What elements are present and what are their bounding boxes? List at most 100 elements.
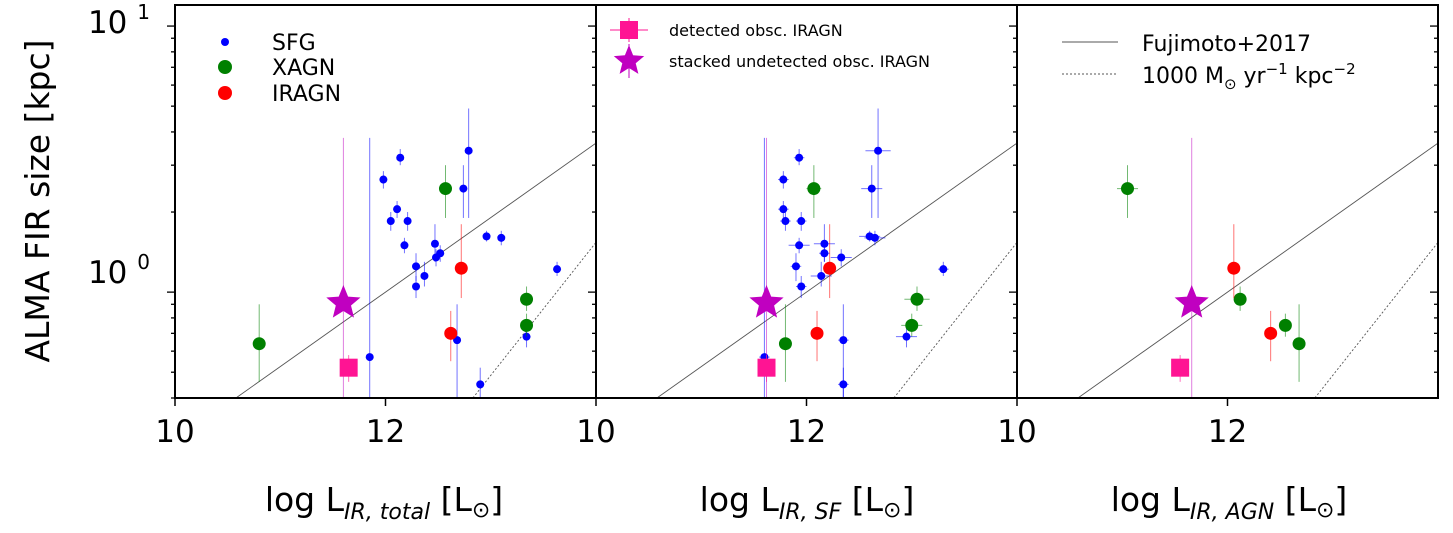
axes-frame [174,4,597,399]
legend-marker-sfg [221,38,229,46]
panel-total: 10 12 [155,4,597,450]
sfr-density-relation-line [893,242,1017,398]
detected-iragn-square [339,358,358,377]
plot-area [1077,137,1438,398]
x-tick-label: 10 [155,414,194,450]
sfg-point [839,380,848,389]
iragn-point [810,326,824,340]
sfg-point [820,239,829,248]
sfg-point [902,332,911,341]
x-axis-label-sf: log LIR, SF [L⊙] [700,480,915,525]
xagn-point [1292,337,1306,351]
y-tick-base: 10 [88,5,127,41]
sfg-point [781,217,790,226]
xagn-point [807,182,821,196]
xagn-point [1121,182,1135,196]
legend-marker-detected-square [620,21,638,39]
sfg-point [403,217,412,226]
x-tick-label: 10 [997,414,1036,450]
sfg-point [393,205,402,214]
detected-iragn-square [1171,358,1190,377]
sfg-point [420,271,429,280]
x-tick-label: 12 [1208,414,1247,450]
xagn-point [252,337,266,351]
sfg-point [412,282,421,291]
y-tick-label-1: 10 0 [88,250,150,291]
x-tick-label: 10 [576,414,615,450]
panel-agn: 10 12 [997,4,1439,450]
x-tick-label: 12 [366,414,405,450]
legend-label-fujimoto: Fujimoto+2017 [1142,32,1311,57]
y-tick-exponent: 1 [137,0,150,24]
xagn-point [910,292,924,306]
svg-text:10 0: 10 0 [88,250,150,291]
plot-area [235,108,596,398]
sfg-point [791,262,800,271]
plot-area [656,108,1017,398]
legend-panel-total: SFG XAGN IRAGN [218,31,341,107]
sfr-density-relation-line [1314,242,1438,398]
stacked-iragn-star [1174,285,1209,318]
sfg-point [797,282,806,291]
sfg-point [553,265,562,274]
sfg-point [874,146,883,155]
xagn-point [520,318,534,332]
sfg-point [867,184,876,193]
stacked-iragn-star [749,285,784,318]
iragn-point [1227,261,1241,275]
sfg-point [482,232,491,241]
legend-label-stacked: stacked undetected obsc. IRAGN [669,52,930,71]
xagn-point [778,337,792,351]
x-axis-label-agn: log LIR, AGN [L⊙] [1111,480,1348,525]
sfg-point [459,184,468,193]
sfg-point [430,239,439,248]
sfg-point [476,380,485,389]
stacked-iragn-star [326,285,361,318]
sfg-point [820,249,829,258]
legend-panel-agn: Fujimoto+2017 1000 M⊙ yr−1 kpc−2 [1062,32,1356,93]
sfg-point [837,253,846,262]
xagn-point [520,292,534,306]
x-axis-label-total: log LIR, total [L⊙] [265,480,503,525]
sfg-point [779,205,788,214]
axes-frame [1016,4,1439,399]
sfg-point [365,353,374,362]
y-axis-label: ALMA FIR size [kpc] [18,39,57,362]
fujimoto-relation-line [235,142,596,398]
y-tick-base: 10 [88,255,127,291]
sfr-density-relation-line [472,242,596,398]
detected-iragn-square [757,358,776,377]
sfg-point [464,146,473,155]
legend-label-density: 1000 M⊙ yr−1 kpc−2 [1142,60,1356,93]
sfg-point [396,153,405,162]
xagn-point [1278,318,1292,332]
sfg-point [412,262,421,271]
sfg-point [795,241,804,250]
svg-text:10 1: 10 1 [88,0,150,41]
legend-marker-xagn [218,60,232,74]
fujimoto-relation-line [1077,142,1438,398]
sfg-point [400,241,409,250]
sfg-point [432,253,441,262]
fujimoto-relation-line [656,142,1017,398]
legend-marker-iragn [218,86,232,100]
iragn-point [1264,326,1278,340]
y-tick-label-10: 10 1 [88,0,150,41]
legend-label-xagn: XAGN [272,56,335,81]
sfg-point [870,233,879,242]
sfg-point [797,217,806,226]
sfg-point [795,153,804,162]
sfg-point [497,233,506,242]
iragn-point [444,326,458,340]
xagn-point [438,182,452,196]
y-tick-exponent: 0 [137,250,150,274]
legend-marker-stacked-star [613,45,645,74]
sfg-point [939,265,948,274]
legend-label-sfg: SFG [272,31,316,56]
legend-label-iragn: IRAGN [272,82,341,107]
sfg-point [386,217,395,226]
legend-label-detected: detected obsc. IRAGN [669,21,843,40]
sfg-point [379,175,388,184]
sfg-point [839,336,848,345]
